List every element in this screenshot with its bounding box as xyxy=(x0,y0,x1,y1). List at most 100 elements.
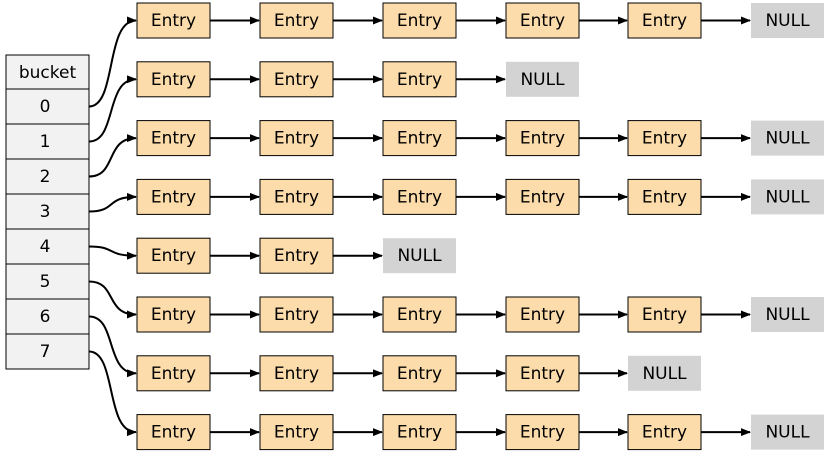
entry-label: Entry xyxy=(151,70,196,90)
entry-node xyxy=(627,414,702,451)
entry-node xyxy=(505,2,580,39)
entry-node xyxy=(382,2,457,39)
entry-node xyxy=(627,296,702,333)
entry-label: Entry xyxy=(274,129,319,149)
entry-node xyxy=(136,61,211,98)
bucket-header-label: bucket xyxy=(19,63,77,83)
null-terminator xyxy=(628,355,701,391)
bucket-index-label: 1 xyxy=(40,132,51,152)
entry-node xyxy=(259,355,334,392)
entry-label: Entry xyxy=(397,70,442,90)
bucket-array: bucket 0 1 2 3 4 5 6 7 xyxy=(5,54,90,370)
entry-node xyxy=(259,296,334,333)
entry-label: Entry xyxy=(274,423,319,443)
bucket-index-label: 5 xyxy=(40,272,51,292)
entry-label: Entry xyxy=(274,246,319,266)
entry-node xyxy=(259,61,334,98)
entry-node xyxy=(259,120,334,157)
entry-label: Entry xyxy=(274,11,319,31)
bucket-cell xyxy=(5,88,90,125)
bucket-link-arrow xyxy=(88,245,137,260)
null-label: NULL xyxy=(765,187,810,207)
entry-label: Entry xyxy=(520,364,565,384)
null-label: NULL xyxy=(765,305,810,325)
entry-label: Entry xyxy=(151,246,196,266)
null-terminator xyxy=(751,3,824,38)
entry-label: Entry xyxy=(397,187,442,207)
entry-node xyxy=(136,2,211,39)
entry-label: Entry xyxy=(274,364,319,384)
entry-node xyxy=(382,61,457,98)
bucket-index-label: 7 xyxy=(40,342,51,362)
bucket-index-label: 0 xyxy=(40,97,51,117)
entry-label: Entry xyxy=(274,187,319,207)
entry-node xyxy=(627,2,702,39)
entry-node xyxy=(259,178,334,215)
entry-label: Entry xyxy=(397,364,442,384)
null-label: NULL xyxy=(765,129,810,149)
entry-label: Entry xyxy=(520,187,565,207)
entry-label: Entry xyxy=(397,11,442,31)
entry-label: Entry xyxy=(642,305,687,325)
bucket-header-cell xyxy=(5,54,90,91)
entry-label: Entry xyxy=(397,423,442,443)
entry-node xyxy=(382,355,457,392)
entry-label: Entry xyxy=(151,129,196,149)
entry-node xyxy=(136,414,211,451)
entry-label: Entry xyxy=(397,305,442,325)
entry-label: Entry xyxy=(642,187,687,207)
bucket-index-label: 2 xyxy=(40,167,51,187)
null-terminator xyxy=(506,61,579,97)
null-terminator xyxy=(751,179,824,215)
null-terminator xyxy=(751,120,824,156)
entry-node xyxy=(505,178,580,215)
entry-label: Entry xyxy=(151,305,196,325)
null-terminator xyxy=(751,414,824,450)
entry-label: Entry xyxy=(520,305,565,325)
entry-label: Entry xyxy=(397,129,442,149)
bucket-link-arrow xyxy=(88,75,137,143)
null-label: NULL xyxy=(765,423,810,443)
bucket-cell xyxy=(5,228,90,265)
entry-node xyxy=(505,414,580,451)
entry-node xyxy=(136,120,211,157)
bucket-cell xyxy=(5,123,90,160)
bucket-cell xyxy=(5,298,90,335)
bucket-index-label: 3 xyxy=(40,202,51,222)
entry-node xyxy=(382,414,457,451)
entry-label: Entry xyxy=(274,70,319,90)
bucket-link-arrow xyxy=(88,192,137,213)
bucket-link-arrow xyxy=(88,350,137,437)
entry-node xyxy=(259,2,334,39)
entry-node xyxy=(505,120,580,157)
entry-label: Entry xyxy=(520,423,565,443)
bucket-cell xyxy=(5,333,90,370)
entry-node xyxy=(259,237,334,274)
entry-node xyxy=(382,178,457,215)
entry-label: Entry xyxy=(642,129,687,149)
bucket-link-arrow xyxy=(88,280,137,319)
bucket-link-arrow xyxy=(88,315,137,378)
entry-node xyxy=(136,237,211,274)
entry-label: Entry xyxy=(520,11,565,31)
entry-node xyxy=(505,296,580,333)
entry-node xyxy=(382,120,457,157)
bucket-index-label: 6 xyxy=(40,307,51,327)
entry-label: Entry xyxy=(642,11,687,31)
entry-label: Entry xyxy=(151,187,196,207)
entry-node xyxy=(259,414,334,451)
chain-links xyxy=(88,16,751,437)
bucket-index-label: 4 xyxy=(40,237,51,257)
entry-label: Entry xyxy=(274,305,319,325)
entry-label: Entry xyxy=(151,364,196,384)
bucket-link-arrow xyxy=(88,16,137,108)
entry-node xyxy=(627,178,702,215)
entry-node xyxy=(136,355,211,392)
entry-label: Entry xyxy=(151,11,196,31)
entry-label: Entry xyxy=(151,423,196,443)
bucket-link-arrow xyxy=(88,134,137,178)
null-terminator xyxy=(751,297,824,332)
entry-node xyxy=(136,178,211,215)
null-label: NULL xyxy=(765,11,810,31)
